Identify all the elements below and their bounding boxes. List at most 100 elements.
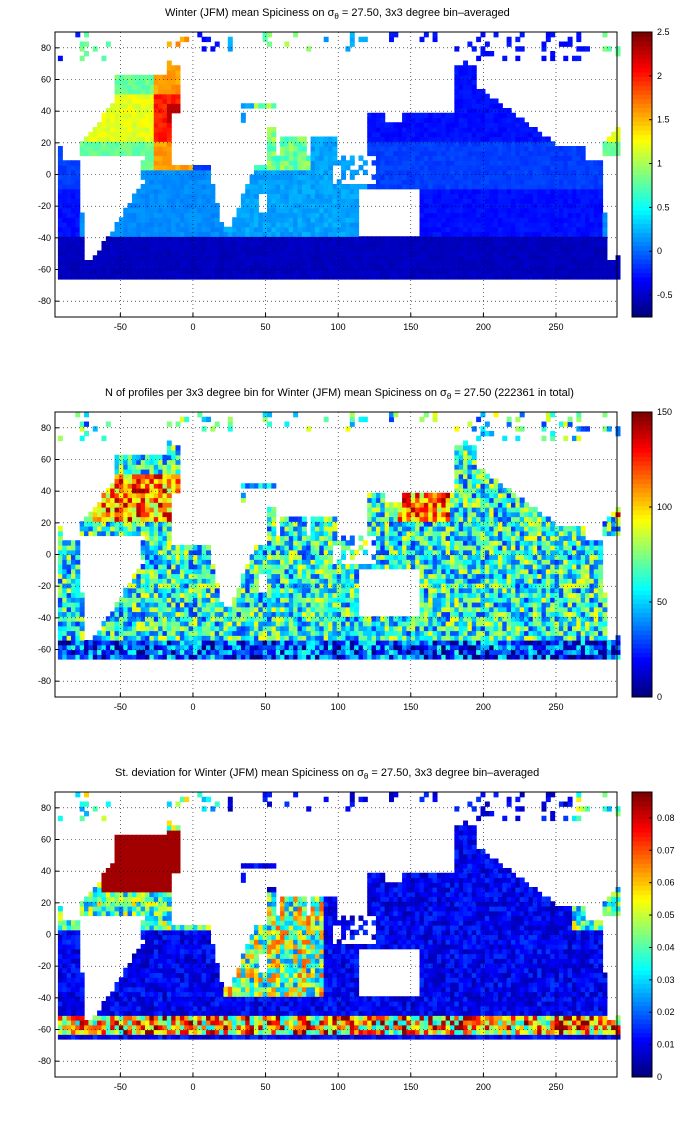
heatmap-cell	[349, 41, 355, 47]
heatmap-cell	[567, 630, 573, 636]
heatmap-cell	[454, 98, 460, 104]
heatmap-cell	[127, 241, 133, 247]
heatmap-cell	[345, 160, 351, 166]
heatmap-cell	[79, 146, 85, 152]
heatmap-cell	[323, 212, 329, 218]
heatmap-cell	[110, 625, 116, 632]
heatmap-cell	[123, 222, 129, 228]
heatmap-cell	[384, 179, 390, 185]
heatmap-cell	[402, 616, 408, 622]
heatmap-cell	[415, 241, 421, 247]
heatmap-cell	[545, 630, 551, 636]
heatmap-cell	[201, 193, 207, 199]
heatmap-cell	[336, 644, 342, 651]
heatmap-cell	[375, 179, 381, 185]
heatmap-cell	[110, 616, 116, 622]
heatmap-cell	[389, 264, 394, 271]
heatmap-cell	[275, 649, 281, 655]
heatmap-cell	[297, 611, 303, 617]
heatmap-cell	[593, 174, 599, 180]
heatmap-cell	[131, 108, 137, 114]
heatmap-cell	[245, 649, 251, 655]
heatmap-cell	[463, 122, 469, 128]
heatmap-cell	[436, 122, 442, 128]
heatmap-cell	[484, 274, 490, 280]
heatmap-cell	[384, 635, 390, 641]
heatmap-cell	[280, 184, 286, 190]
heatmap-cell	[267, 625, 272, 632]
heatmap-cell	[585, 264, 591, 271]
heatmap-cell	[197, 203, 203, 209]
heatmap-cell	[502, 630, 508, 636]
heatmap-cell	[354, 169, 360, 176]
heatmap-cell	[110, 127, 116, 133]
heatmap-cell	[75, 630, 81, 636]
heatmap-cell	[502, 241, 508, 247]
heatmap-cell	[354, 635, 360, 641]
heatmap-cell	[423, 630, 429, 636]
heatmap-cell	[406, 122, 412, 128]
heatmap-cell	[354, 245, 360, 252]
heatmap-cell	[489, 146, 495, 152]
heatmap-cell	[467, 89, 473, 95]
heatmap-cell	[441, 644, 447, 651]
heatmap-cell	[166, 188, 172, 195]
colorbar-segment	[632, 178, 652, 184]
heatmap-cell	[506, 131, 512, 138]
heatmap-cell	[484, 184, 490, 190]
heatmap-cell	[419, 222, 425, 228]
heatmap-cell	[589, 644, 595, 651]
heatmap-cell	[97, 264, 103, 271]
heatmap-cell	[92, 46, 98, 52]
heatmap-cell	[267, 127, 272, 133]
heatmap-cell	[188, 231, 194, 237]
heatmap-cell	[480, 51, 486, 57]
heatmap-cell	[528, 203, 534, 209]
heatmap-cell	[463, 174, 469, 180]
heatmap-cell	[288, 274, 294, 280]
heatmap-cell	[153, 79, 159, 85]
heatmap-cell	[450, 127, 455, 133]
heatmap-cell	[471, 649, 477, 655]
heatmap-cell	[371, 654, 377, 660]
heatmap-cell	[598, 198, 604, 204]
heatmap-cell	[140, 174, 146, 180]
heatmap-cell	[458, 136, 464, 142]
heatmap-cell	[454, 103, 460, 109]
heatmap-cell	[179, 207, 185, 214]
heatmap-cell	[131, 136, 137, 142]
heatmap-cell	[510, 207, 516, 214]
heatmap-cell	[162, 74, 168, 81]
heatmap-cell	[506, 644, 512, 651]
heatmap-cell	[280, 616, 286, 622]
heatmap-cell	[70, 241, 76, 247]
heatmap-cell	[345, 611, 351, 617]
heatmap-cell	[101, 274, 107, 280]
heatmap-cell	[101, 112, 107, 119]
heatmap-cell	[306, 212, 312, 218]
heatmap-cell	[589, 236, 595, 242]
heatmap-cell	[515, 207, 521, 214]
heatmap-cell	[310, 649, 316, 655]
heatmap-cell	[306, 184, 312, 190]
heatmap-cell	[384, 160, 390, 166]
heatmap-cell	[75, 625, 81, 632]
heatmap-cell	[510, 127, 516, 133]
heatmap-cell	[192, 625, 198, 632]
heatmap-cell	[476, 141, 482, 147]
heatmap-cell	[428, 122, 434, 128]
heatmap-cell	[471, 621, 477, 627]
heatmap-cell	[467, 644, 473, 651]
heatmap-cell	[524, 226, 530, 233]
heatmap-cell	[201, 630, 207, 636]
heatmap-cell	[419, 616, 425, 622]
heatmap-cell	[510, 169, 516, 176]
heatmap-cell	[232, 226, 238, 233]
heatmap-cell	[79, 611, 85, 617]
heatmap-cell	[149, 122, 155, 128]
heatmap-cell	[567, 179, 573, 185]
heatmap-cell	[262, 212, 268, 218]
heatmap-cell	[558, 274, 564, 280]
heatmap-cell	[162, 274, 168, 280]
heatmap-cell	[367, 269, 373, 275]
